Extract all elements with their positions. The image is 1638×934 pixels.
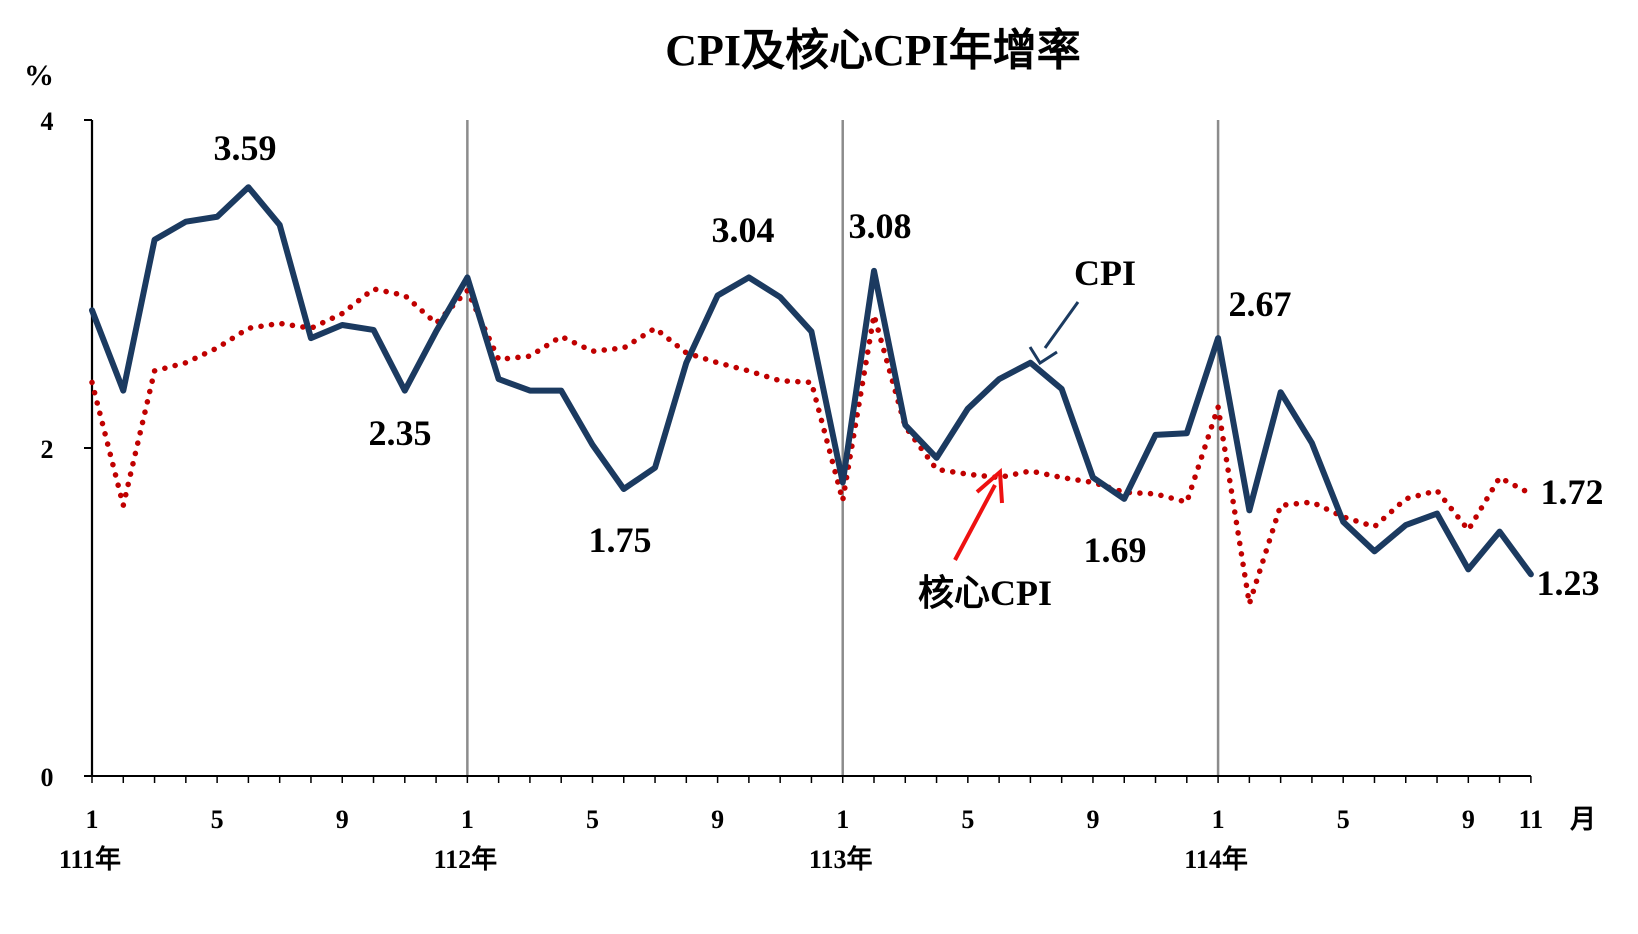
data-annotations: 3.59 2.35 3.04 1.75 3.08 2.67 1.69 1.23 1.72 bbox=[214, 128, 1604, 603]
x-tick-label: 9 bbox=[336, 805, 349, 834]
x-unit-label: 月 bbox=[1569, 805, 1596, 834]
axes bbox=[84, 119, 1532, 783]
x-tick-label: 5 bbox=[586, 805, 599, 834]
x-tick-label: 11 bbox=[1519, 805, 1544, 834]
y-tick-label: 0 bbox=[41, 763, 54, 792]
y-unit-label: % bbox=[24, 59, 54, 92]
cpi-value-label: 2.67 bbox=[1229, 284, 1292, 324]
year-separators bbox=[90, 120, 1220, 776]
cpi-series-label: CPI bbox=[1074, 253, 1136, 293]
x-tick-label: 1 bbox=[461, 805, 474, 834]
cpi-value-label: 3.59 bbox=[214, 128, 277, 168]
core-cpi-last-value-label: 1.72 bbox=[1541, 472, 1604, 512]
cpi-series-line bbox=[89, 184, 1534, 578]
cpi-arrow-shaft bbox=[1043, 301, 1080, 349]
series-labels: CPI 核心CPI bbox=[918, 253, 1136, 613]
x-tick-label: 1 bbox=[836, 805, 849, 834]
year-labels: 111年 112年 113年 114年 bbox=[59, 844, 1248, 874]
cpi-arrow-head bbox=[1028, 346, 1058, 366]
cpi-value-label: 2.35 bbox=[369, 413, 432, 453]
x-tick-label: 1 bbox=[1212, 805, 1225, 834]
x-tick-label: 5 bbox=[961, 805, 974, 834]
chart-title: CPI及核心CPI年增率 bbox=[665, 26, 1081, 75]
year-label: 113年 bbox=[809, 844, 873, 874]
cpi-value-label: 1.75 bbox=[589, 520, 652, 560]
cpi-value-label: 1.69 bbox=[1084, 530, 1147, 570]
series-lines bbox=[89, 184, 1534, 607]
core-cpi-arrow-shaft bbox=[953, 484, 997, 561]
x-tick-label: 9 bbox=[711, 805, 724, 834]
year-label: 114年 bbox=[1184, 844, 1248, 874]
y-tick-labels: 0 2 4 bbox=[41, 107, 54, 792]
cpi-value-label: 3.04 bbox=[712, 210, 775, 250]
core-cpi-series-label: 核心CPI bbox=[918, 573, 1052, 613]
x-tick-label: 9 bbox=[1086, 805, 1099, 834]
x-tick-labels: 1 5 9 1 5 9 1 5 9 1 5 9 11 bbox=[86, 805, 1544, 834]
x-tick-label: 9 bbox=[1462, 805, 1475, 834]
year-label: 112年 bbox=[434, 844, 498, 874]
x-tick-label: 1 bbox=[86, 805, 99, 834]
cpi-value-label: 3.08 bbox=[849, 206, 912, 246]
x-tick-label: 5 bbox=[211, 805, 224, 834]
cpi-value-label: 1.23 bbox=[1537, 563, 1600, 603]
core-cpi-arrow-head bbox=[975, 467, 1004, 504]
year-label: 111年 bbox=[59, 844, 121, 874]
y-tick-label: 4 bbox=[41, 107, 54, 136]
core-cpi-series-line bbox=[89, 286, 1534, 607]
y-tick-label: 2 bbox=[41, 435, 54, 464]
x-tick-label: 5 bbox=[1337, 805, 1350, 834]
